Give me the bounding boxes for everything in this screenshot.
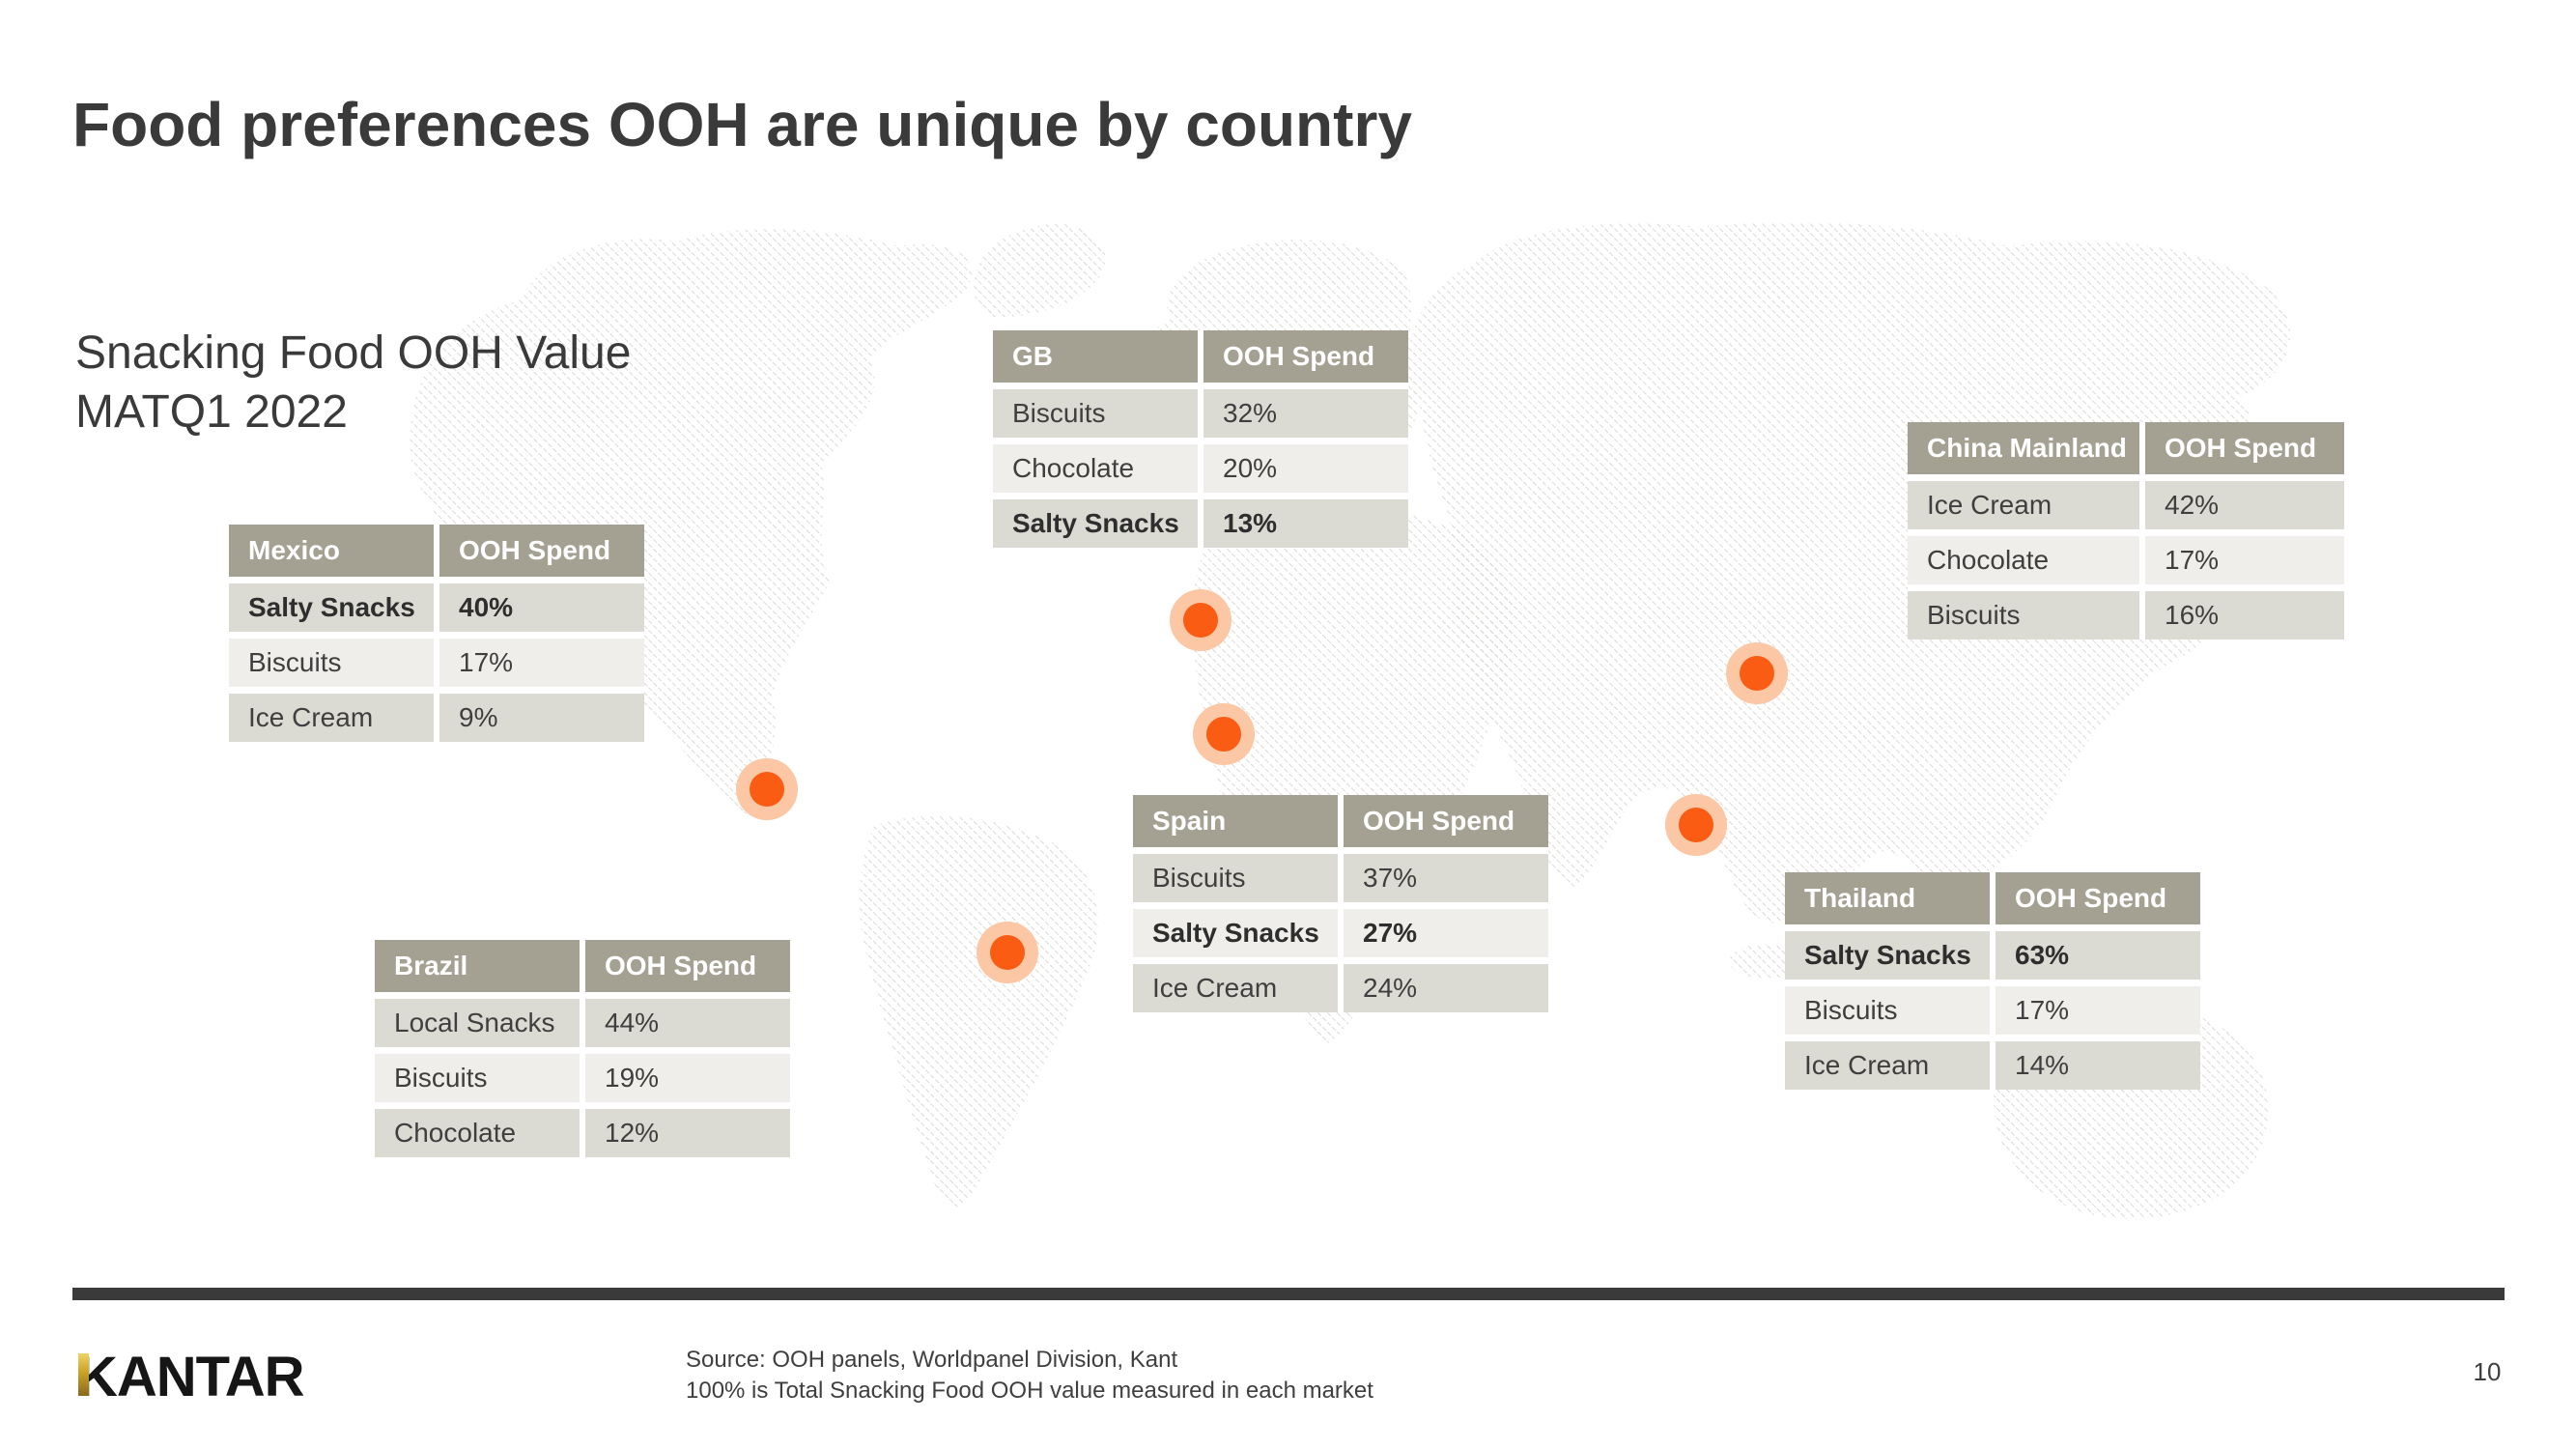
spend-header: OOH Spend [1344,795,1548,847]
spend-header: OOH Spend [1996,872,2200,924]
kantar-logo-text: KANTAR [77,1346,305,1408]
marker-dot-icon [1183,603,1218,638]
category-cell: Salty Snacks [1133,909,1338,957]
value-cell: 44% [585,999,790,1047]
slide-title: Food preferences OOH are unique by count… [72,90,1412,159]
map-marker-thailand [1665,794,1727,856]
source-line-1: Source: OOH panels, Worldpanel Division,… [686,1347,1178,1373]
category-cell: Salty Snacks [1785,931,1990,980]
value-cell: 27% [1344,909,1548,957]
slide-subtitle: Snacking Food OOH Value MATQ1 2022 [75,324,631,442]
table-china-mainland: China Mainland OOH Spend Ice Cream 42% C… [1908,422,2344,639]
table-brazil: Brazil OOH Spend Local Snacks 44% Biscui… [375,940,790,1157]
value-cell: 37% [1344,854,1548,902]
value-cell: 17% [439,639,644,687]
marker-dot-icon [750,772,784,807]
footer-divider [72,1288,2505,1300]
country-header: Thailand [1785,872,1990,924]
category-cell: Ice Cream [1133,964,1338,1012]
table-spain: Spain OOH Spend Biscuits 37% Salty Snack… [1133,795,1548,1012]
value-cell: 42% [2145,481,2344,529]
table-thailand: Thailand OOH Spend Salty Snacks 63% Bisc… [1785,872,2200,1090]
spend-header: OOH Spend [1203,330,1408,383]
page-number: 10 [2473,1357,2502,1386]
value-cell: 24% [1344,964,1548,1012]
country-header: China Mainland [1908,422,2139,474]
country-header: Brazil [375,940,580,992]
value-cell: 32% [1203,389,1408,438]
table-mexico: Mexico OOH Spend Salty Snacks 40% Biscui… [229,525,644,742]
value-cell: 17% [1996,986,2200,1035]
category-cell: Biscuits [1785,986,1990,1035]
subtitle-line-1: Snacking Food OOH Value [75,327,632,379]
map-marker-mexico [736,758,798,820]
marker-dot-icon [1740,656,1774,691]
value-cell: 40% [439,583,644,632]
country-header: GB [993,330,1198,383]
spend-header: OOH Spend [439,525,644,577]
category-cell: Biscuits [375,1054,580,1102]
value-cell: 20% [1203,444,1408,493]
category-cell: Salty Snacks [229,583,434,632]
map-marker-china [1726,642,1788,704]
category-cell: Ice Cream [1785,1041,1990,1090]
table-gb: GB OOH Spend Biscuits 32% Chocolate 20% … [993,330,1408,548]
marker-dot-icon [990,935,1025,970]
category-cell: Local Snacks [375,999,580,1047]
source-note: Source: OOH panels, Worldpanel Division,… [686,1345,1373,1407]
spend-header: OOH Spend [585,940,790,992]
map-marker-gb [1170,589,1231,651]
subtitle-line-2: MATQ1 2022 [75,386,348,439]
value-cell: 9% [439,694,644,742]
spend-header: OOH Spend [2145,422,2344,474]
map-marker-brazil [977,922,1038,983]
value-cell: 12% [585,1109,790,1157]
value-cell: 14% [1996,1041,2200,1090]
value-cell: 16% [2145,591,2344,639]
value-cell: 19% [585,1054,790,1102]
source-line-2: 100% is Total Snacking Food OOH value me… [686,1378,1373,1405]
marker-dot-icon [1679,808,1713,842]
marker-dot-icon [1206,717,1241,752]
country-header: Mexico [229,525,434,577]
category-cell: Salty Snacks [993,499,1198,548]
category-cell: Biscuits [1908,591,2139,639]
category-cell: Ice Cream [1908,481,2139,529]
value-cell: 63% [1996,931,2200,980]
category-cell: Chocolate [1908,536,2139,584]
value-cell: 13% [1203,499,1408,548]
category-cell: Biscuits [993,389,1198,438]
category-cell: Biscuits [1133,854,1338,902]
category-cell: Biscuits [229,639,434,687]
category-cell: Ice Cream [229,694,434,742]
kantar-logo-gold-bar [78,1353,89,1396]
category-cell: Chocolate [993,444,1198,493]
category-cell: Chocolate [375,1109,580,1157]
map-marker-spain [1193,703,1255,765]
value-cell: 17% [2145,536,2344,584]
kantar-logo: KANTAR [77,1345,305,1409]
country-header: Spain [1133,795,1338,847]
